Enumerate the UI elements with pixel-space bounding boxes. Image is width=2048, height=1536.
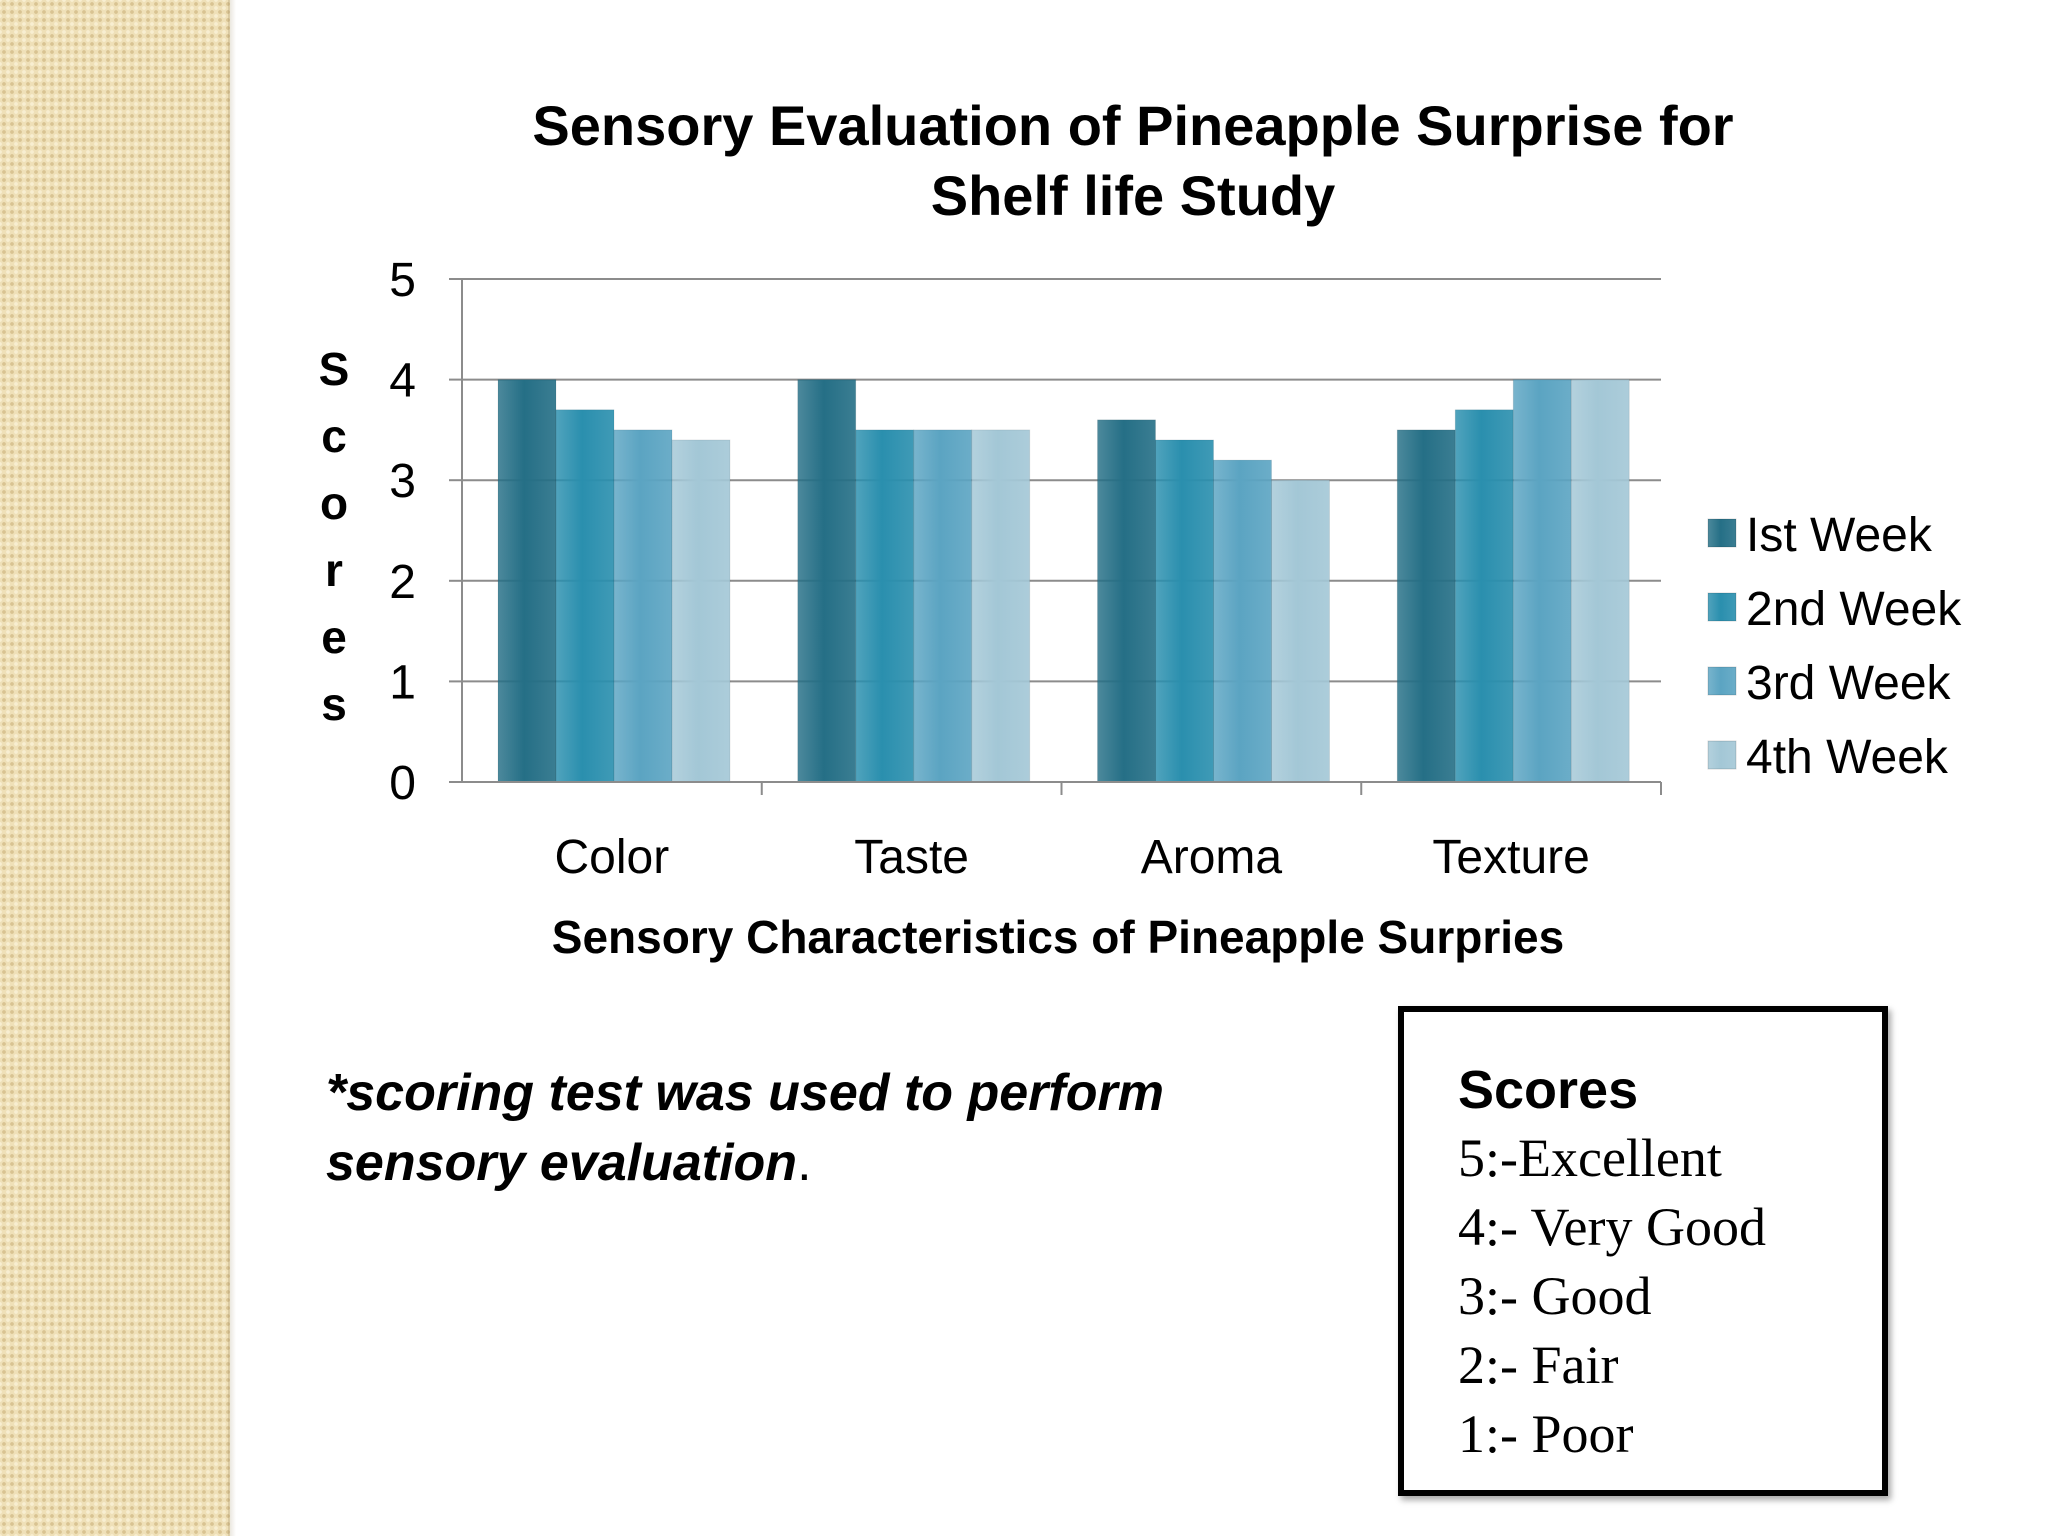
bar-aroma-series-4 [1271, 479, 1330, 783]
legend-label: Ist Week [1746, 509, 1933, 562]
legend-swatch [1707, 518, 1737, 548]
score-line-5: 5:-Excellent [1458, 1128, 1722, 1188]
side-band-shadow [228, 0, 236, 1536]
chart-title-line-1: Sensory Evaluation of Pineapple Surprise… [532, 94, 1733, 157]
chart-title: Sensory Evaluation of Pineapple Surprise… [532, 94, 1733, 227]
score-line-2: 2:- Fair [1458, 1335, 1619, 1395]
scoring-note-period: . [797, 1134, 812, 1192]
legend-swatch [1707, 592, 1737, 622]
y-axis-label-letter: r [325, 544, 343, 596]
legend-label: 4th Week [1746, 731, 1949, 784]
legend-label: 2nd Week [1746, 583, 1962, 636]
scoring-note-text: *scoring test was used to perform sensor… [326, 1064, 1164, 1192]
legend-label: 3rd Week [1746, 657, 1952, 710]
y-tick-label: 0 [389, 757, 416, 810]
y-tick-label: 3 [389, 455, 416, 508]
bar-color-series-2 [555, 409, 615, 783]
bar-texture-series-4 [1570, 379, 1630, 783]
bar-color-series-4 [671, 439, 731, 783]
bar-chart: Sensory Evaluation of Pineapple Surprise… [319, 94, 1963, 963]
y-axis-label: Scores [319, 343, 350, 730]
axes [461, 279, 1662, 795]
y-axis-label-letter: c [321, 410, 347, 462]
bar-taste-series-2 [855, 429, 915, 783]
bar-taste-series-1 [797, 379, 857, 783]
score-legend-box: Scores 5:-Excellent 4:- Very Good 3:- Go… [1398, 1006, 1888, 1496]
y-axis-label-letter: S [319, 343, 350, 395]
decorative-side-band [0, 0, 230, 1536]
y-tick-label: 4 [389, 355, 416, 408]
y-tick-label: 1 [389, 656, 416, 709]
y-axis-label-letter: o [320, 477, 348, 529]
bar-aroma-series-3 [1213, 459, 1272, 783]
x-axis-categories: Color Taste Aroma Texture [555, 831, 1590, 884]
bar-taste-series-3 [913, 429, 973, 783]
x-category-label: Taste [854, 831, 969, 884]
score-line-4: 4:- Very Good [1458, 1197, 1766, 1257]
bar-color-series-3 [613, 429, 673, 783]
bar-texture-series-3 [1512, 379, 1572, 783]
bar-aroma-series-2 [1155, 439, 1214, 783]
legend-swatch [1707, 666, 1737, 696]
legend-swatch [1707, 740, 1737, 770]
bar-taste-series-4 [971, 429, 1031, 783]
y-tick-label: 2 [389, 556, 416, 609]
scoring-note: *scoring test was used to perform sensor… [326, 1058, 1346, 1198]
bars [497, 379, 1630, 783]
legend: Ist Week 2nd Week 3rd Week 4th Week [1707, 509, 1962, 784]
score-box-title: Scores [1458, 1060, 1639, 1120]
x-axis-label: Sensory Characteristics of Pineapple Sur… [552, 911, 1564, 963]
x-category-label: Color [555, 831, 670, 884]
bar-aroma-series-1 [1097, 419, 1156, 783]
x-category-label: Aroma [1141, 831, 1283, 884]
y-tick-label: 5 [389, 254, 416, 307]
x-category-label: Texture [1432, 831, 1589, 884]
bar-color-series-1 [497, 379, 557, 783]
score-line-3: 3:- Good [1458, 1266, 1652, 1326]
y-axis-ticks: 0 1 2 3 4 5 [389, 254, 462, 810]
bar-texture-series-2 [1454, 409, 1514, 783]
y-axis-label-letter: s [321, 678, 347, 730]
y-axis-label-letter: e [321, 611, 347, 663]
bar-texture-series-1 [1396, 429, 1456, 783]
score-line-1: 1:- Poor [1458, 1404, 1634, 1464]
chart-title-line-2: Shelf life Study [931, 164, 1336, 227]
